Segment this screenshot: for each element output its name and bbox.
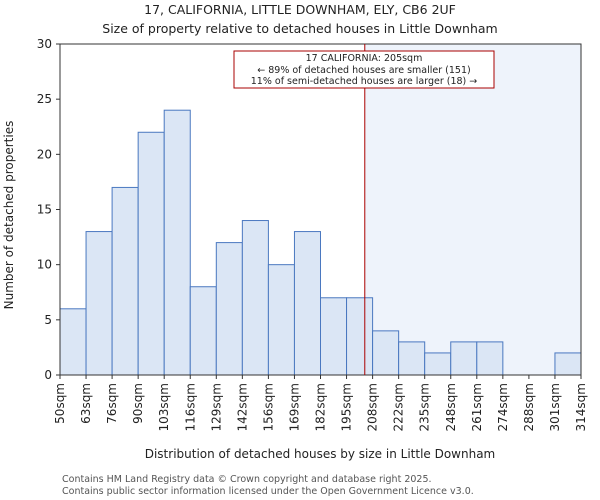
x-tick-label: 235sqm (418, 383, 432, 431)
chart-subtitle: Size of property relative to detached ho… (102, 21, 497, 36)
x-tick-label: 222sqm (392, 383, 406, 431)
x-tick-label: 248sqm (444, 383, 458, 431)
bar-63sqm (85, 231, 113, 376)
x-tick-label: 274sqm (496, 383, 510, 431)
x-tick-label: 301sqm (548, 383, 562, 431)
bar-208sqm (372, 330, 400, 376)
x-tick-label: 182sqm (314, 383, 328, 431)
x-tick-label: 208sqm (366, 383, 380, 431)
x-tick-label: 129sqm (209, 383, 223, 431)
annotation-line-2: ← 89% of detached houses are smaller (15… (257, 65, 470, 76)
x-axis-label: Distribution of detached houses by size … (145, 447, 496, 461)
x-tick-label: 63sqm (79, 383, 93, 424)
x-tick-label: 50sqm (53, 383, 67, 424)
y-tick-label: 25 (37, 92, 52, 106)
plot-frame (59, 43, 582, 376)
y-tick-label: 20 (37, 147, 52, 161)
bar-235sqm (424, 352, 452, 376)
bar-261sqm (476, 341, 504, 376)
x-tick-label: 314sqm (574, 383, 588, 431)
highlight-region (364, 44, 581, 375)
bar-156sqm (267, 264, 295, 376)
annotation-box: 17 CALIFORNIA: 205sqm ← 89% of detached … (233, 50, 495, 89)
x-tick-label: 76sqm (105, 383, 119, 424)
bar-182sqm (320, 297, 348, 376)
bar-50sqm (59, 308, 87, 376)
plot-area: 0 5 10 15 20 25 30 50sqm 63sqm 76sqm 90sqm 103sqm 1… (37, 37, 588, 431)
x-tick-label: 116sqm (183, 383, 197, 431)
bar-116sqm (189, 286, 217, 376)
y-tick-label: 0 (44, 368, 52, 382)
x-tick-label: 195sqm (340, 383, 354, 431)
bars (59, 109, 582, 376)
bar-129sqm (215, 242, 243, 376)
bar-142sqm (241, 220, 269, 376)
y-tick-label: 10 (37, 258, 52, 272)
annotation-line-3: 11% of semi-detached houses are larger (… (251, 76, 478, 87)
y-tick-label: 5 (44, 313, 52, 327)
x-tick-label: 261sqm (470, 383, 484, 431)
x-tick-label: 90sqm (131, 383, 145, 424)
bar-76sqm (111, 186, 139, 376)
footer-line-1: Contains HM Land Registry data © Crown c… (62, 474, 432, 485)
bar-248sqm (450, 341, 478, 376)
y-tick-label: 15 (37, 203, 52, 217)
x-tick-label: 288sqm (522, 383, 536, 431)
bar-103sqm (163, 109, 191, 376)
bar-90sqm (137, 131, 165, 376)
x-tick-label: 103sqm (157, 383, 171, 431)
chart-title: 17, CALIFORNIA, LITTLE DOWNHAM, ELY, CB6… (144, 2, 456, 17)
y-axis-label: Number of detached properties (2, 121, 16, 310)
annotation-rect (233, 50, 495, 89)
footer-line-2: Contains public sector information licen… (62, 486, 474, 497)
x-tick-label: 169sqm (287, 383, 301, 431)
y-axis-ticks: 0 5 10 15 20 25 30 (37, 37, 60, 382)
bar-301sqm (554, 352, 582, 376)
bar-222sqm (398, 341, 426, 376)
x-tick-label: 142sqm (235, 383, 249, 431)
x-axis-ticks: 50sqm 63sqm 76sqm 90sqm 103sqm 116sqm 129sqm 14… (53, 375, 588, 431)
x-tick-label: 156sqm (261, 383, 275, 431)
y-tick-label: 30 (37, 37, 52, 51)
bar-169sqm (293, 231, 322, 376)
annotation-line-1: 17 CALIFORNIA: 205sqm (306, 53, 423, 64)
bar-195sqm (346, 297, 374, 376)
